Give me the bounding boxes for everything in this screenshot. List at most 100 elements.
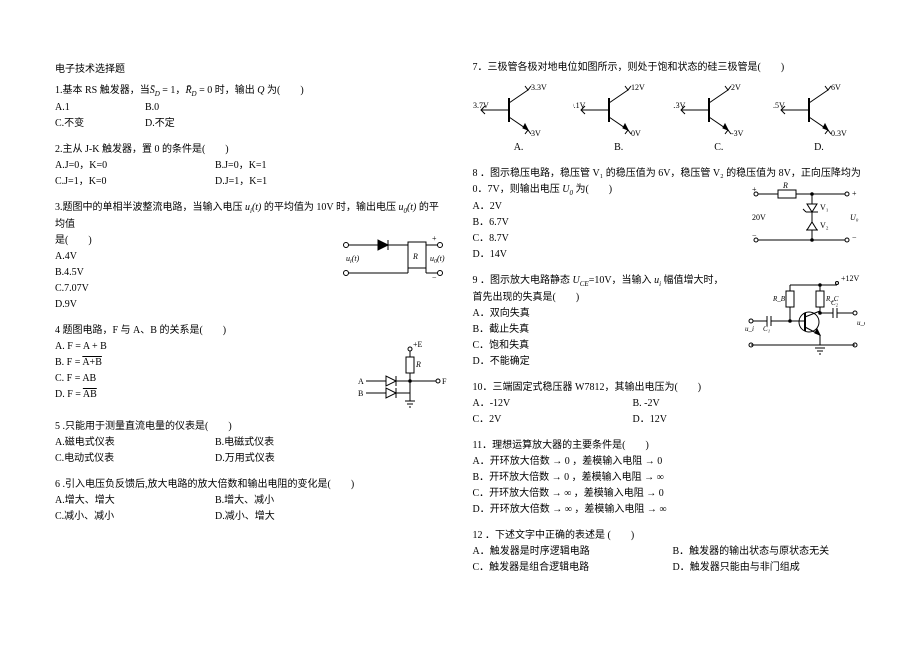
q9-circuit-icon: +12V R_B R_C C₁ u_i C₂ u_o bbox=[745, 273, 865, 363]
q8-stem2: 0．7V，则输出电压 U0 为( ) bbox=[473, 182, 741, 199]
svg-text:+E: +E bbox=[413, 340, 423, 349]
q7-fig-c: 2V -3V -2.3V C. bbox=[673, 80, 765, 156]
q8: 8 ．图示稳压电路，稳压管 V₁ 的稳压值为 6V，稳压管 V₂ 的稳压值为 8… bbox=[473, 166, 866, 263]
q5-b: B.电磁式仪表 bbox=[215, 435, 375, 451]
q12-c: C．触发器是组合逻辑电路 bbox=[473, 560, 673, 576]
q10-c: C．2V bbox=[473, 412, 633, 428]
q7-label-c: C. bbox=[673, 140, 765, 156]
svg-text:+: + bbox=[432, 234, 437, 243]
svg-text:B: B bbox=[358, 389, 363, 398]
svg-text:−: − bbox=[852, 233, 857, 242]
q10-d: D．12V bbox=[633, 412, 793, 428]
q7-fig-a: 3.3V 3V 3.7V A. bbox=[473, 80, 565, 156]
q7-figures: 3.3V 3V 3.7V A. 12V 0V -0.1V B. 2V bbox=[473, 80, 866, 156]
q12-a: A．触发器是时序逻辑电路 bbox=[473, 544, 673, 560]
q6-stem: 6 .引入电压负反馈后,放大电路的放大倍数和输出电阻的变化是( ) bbox=[55, 477, 448, 493]
svg-text:R: R bbox=[415, 360, 421, 369]
svg-text:R: R bbox=[412, 252, 418, 261]
q12-d: D．触发器只能由与非门组成 bbox=[673, 560, 800, 576]
svg-text:3.3V: 3.3V bbox=[531, 83, 547, 92]
q11-a: A．开环放大倍数 → 0 ，差模输入电阻 → 0 bbox=[473, 454, 866, 470]
svg-text:A: A bbox=[358, 377, 364, 386]
q10-stem: 10．三端固定式稳压器 W7812，其输出电压为( ) bbox=[473, 380, 866, 396]
q2-d: D.J=1，K=1 bbox=[215, 174, 375, 190]
q1-b: B.0 bbox=[145, 100, 235, 116]
svg-text:u_i: u_i bbox=[745, 325, 754, 333]
q6-b: B.增大、减小 bbox=[215, 493, 375, 509]
q8-c: C．8.7V bbox=[473, 231, 741, 247]
svg-text:C₁: C₁ bbox=[763, 325, 770, 333]
q7-stem: 7．三极管各极对地电位如图所示，则处于饱和状态的硅三极管是( ) bbox=[473, 60, 866, 76]
q7-label-a: A. bbox=[473, 140, 565, 156]
svg-text:u0(t): u0(t) bbox=[430, 254, 445, 265]
q3-d: D.9V bbox=[55, 297, 215, 313]
q5-d: D.万用式仪表 bbox=[215, 451, 375, 467]
q7-label-d: D. bbox=[773, 140, 865, 156]
q4-stem: 4 题图电路，F 与 A、B 的关系是( ) bbox=[55, 323, 448, 339]
svg-text:R: R bbox=[782, 182, 788, 190]
q8-stem1: 8 ．图示稳压电路，稳压管 V₁ 的稳压值为 6V，稳压管 V₂ 的稳压值为 8… bbox=[473, 166, 866, 182]
q1-c: C.不变 bbox=[55, 116, 145, 132]
page-title: 电子技术选择题 bbox=[55, 60, 448, 75]
q4-b: B. F = A+B bbox=[55, 355, 348, 371]
svg-text:+12V: +12V bbox=[841, 274, 860, 283]
q6-a: A.增大、增大 bbox=[55, 493, 215, 509]
q1-a: A.1 bbox=[55, 100, 145, 116]
svg-text:0.5V: 0.5V bbox=[773, 101, 785, 110]
q9-d: D．不能确定 bbox=[473, 354, 736, 370]
q10: 10．三端固定式稳压器 W7812，其输出电压为( ) A．-12V B. -2… bbox=[473, 380, 866, 428]
q4-c: C. F = AB bbox=[55, 371, 348, 387]
svg-text:6V: 6V bbox=[831, 83, 841, 92]
q3-stem2: 是( ) bbox=[55, 233, 328, 249]
svg-text:-3V: -3V bbox=[731, 129, 744, 138]
svg-text:ui(t): ui(t) bbox=[346, 254, 360, 265]
q3-a: A.4V bbox=[55, 249, 215, 265]
svg-text:+: + bbox=[752, 185, 757, 194]
svg-text:−: − bbox=[432, 273, 437, 282]
q5-stem: 5 .只能用于测量直流电量的仪表是( ) bbox=[55, 419, 448, 435]
q4-d: D. F = AB bbox=[55, 387, 348, 403]
q9-a: A．双向失真 bbox=[473, 306, 736, 322]
q2-a: A.J=0，K=0 bbox=[55, 158, 215, 174]
q9-b: B．截止失真 bbox=[473, 322, 736, 338]
q3-b: B.4.5V bbox=[55, 265, 215, 281]
q4: 4 题图电路，F 与 A、B 的关系是( ) A. F = A + B B. F… bbox=[55, 323, 448, 409]
q11: 11．理想运算放大器的主要条件是( ) A．开环放大倍数 → 0 ，差模输入电阻… bbox=[473, 438, 866, 518]
q12-b: B．触发器的输出状态与原状态无关 bbox=[673, 544, 830, 560]
q5: 5 .只能用于测量直流电量的仪表是( ) A.磁电式仪表 B.电磁式仪表 C.电… bbox=[55, 419, 448, 467]
q7-fig-d: 6V 0.3V 0.5V D. bbox=[773, 80, 865, 156]
left-column: 电子技术选择题 1.基本 RS 触发器，当S̄D = 1，R̄D = 0 时，输… bbox=[55, 60, 448, 620]
q9-stem2: 首先出现的失真是( ) bbox=[473, 290, 736, 306]
svg-text:R_B: R_B bbox=[772, 295, 786, 303]
svg-text:3V: 3V bbox=[531, 129, 541, 138]
q8-circuit-icon: R V₁ V₂ + U₀ − 20V + − bbox=[750, 182, 865, 252]
q7-fig-b: 12V 0V -0.1V B. bbox=[573, 80, 665, 156]
q8-a: A．2V bbox=[473, 199, 741, 215]
q6-d: D.减小、增大 bbox=[215, 509, 375, 525]
q12: 12 ．下述文字中正确的表述是 ( ) A．触发器是时序逻辑电路 B．触发器的输… bbox=[473, 528, 866, 576]
svg-text:C₂: C₂ bbox=[831, 299, 839, 307]
q10-a: A．-12V bbox=[473, 396, 633, 412]
q4-circuit-icon: +E R F A B bbox=[358, 339, 448, 409]
q3-stem1: 3.题图中的单相半波整流电路，当输入电压 ui(t) 的平均值为 10V 时，输… bbox=[55, 200, 448, 233]
svg-text:V₂: V₂ bbox=[820, 221, 829, 230]
q11-stem: 11．理想运算放大器的主要条件是( ) bbox=[473, 438, 866, 454]
svg-text:0V: 0V bbox=[631, 129, 641, 138]
svg-text:−: − bbox=[752, 231, 757, 240]
q9: 9 ．图示放大电路静态 UCE=10V，当输入 ui 幅值增大时， 首先出现的失… bbox=[473, 273, 866, 370]
q11-b: B．开环放大倍数 → 0 ，差模输入电阻 → ∞ bbox=[473, 470, 866, 486]
svg-text:20V: 20V bbox=[752, 213, 766, 222]
svg-text:-0.1V: -0.1V bbox=[573, 101, 586, 110]
q4-a: A. F = A + B bbox=[55, 339, 348, 355]
q9-c: C．饱和失真 bbox=[473, 338, 736, 354]
svg-text:12V: 12V bbox=[631, 83, 645, 92]
q3: 3.题图中的单相半波整流电路，当输入电压 ui(t) 的平均值为 10V 时，输… bbox=[55, 200, 448, 313]
svg-text:-2.3V: -2.3V bbox=[673, 101, 686, 110]
q6-c: C.减小、减小 bbox=[55, 509, 215, 525]
q2-b: B.J=0，K=1 bbox=[215, 158, 375, 174]
right-column: 7．三极管各极对地电位如图所示，则处于饱和状态的硅三极管是( ) 3.3V 3V… bbox=[473, 60, 866, 620]
q12-stem: 12 ．下述文字中正确的表述是 ( ) bbox=[473, 528, 866, 544]
q1-stem: 1.基本 RS 触发器，当S̄D = 1，R̄D = 0 时，输出 Q 为( ) bbox=[55, 83, 448, 100]
svg-text:3.7V: 3.7V bbox=[473, 101, 489, 110]
q10-b: B. -2V bbox=[633, 396, 793, 412]
